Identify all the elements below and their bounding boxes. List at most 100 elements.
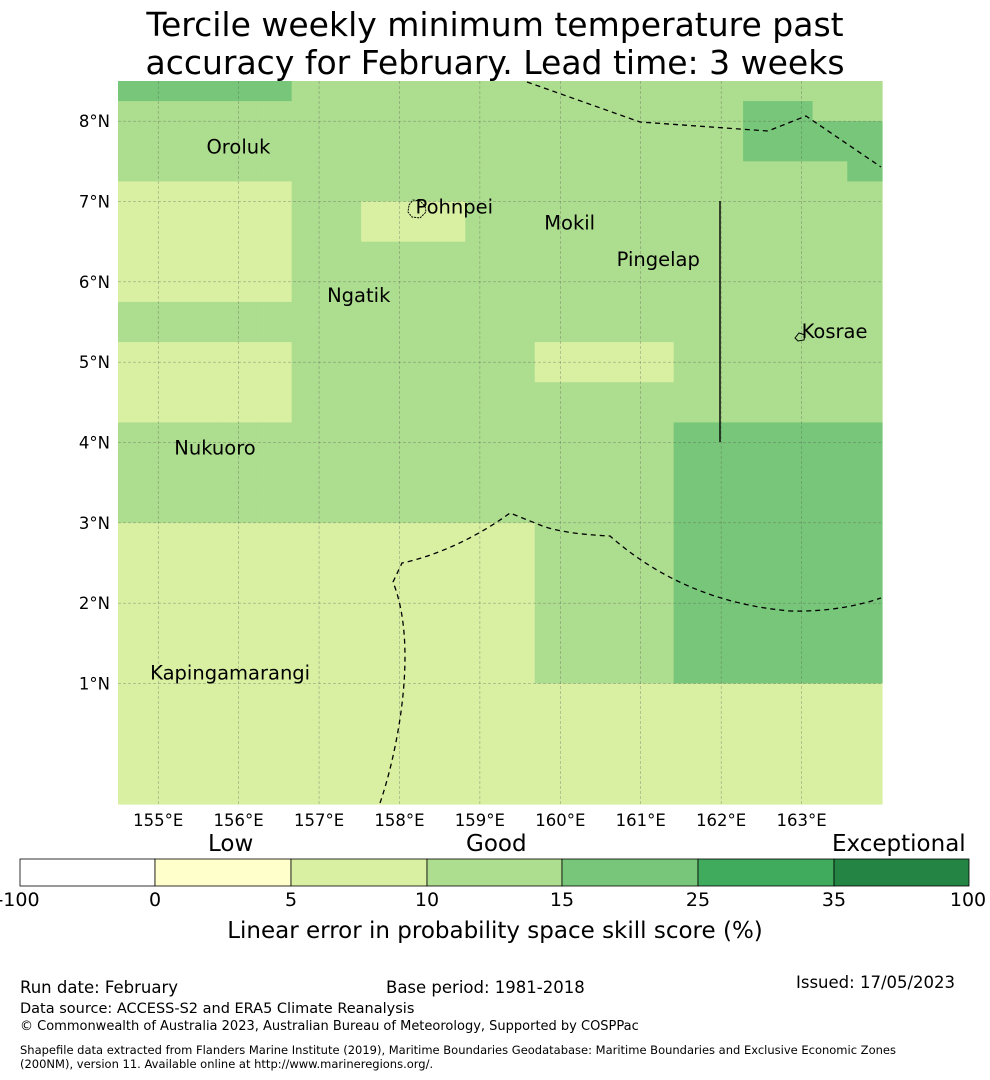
grid-cell (847, 342, 883, 363)
grid-cell (777, 161, 814, 183)
grid-cell (777, 623, 814, 644)
grid-cell (743, 563, 779, 584)
grid-cell (604, 261, 640, 283)
grid-cell (534, 502, 571, 524)
grid-cell (673, 603, 709, 624)
grid-cell (291, 743, 327, 765)
grid-cell (500, 161, 536, 183)
grid-cell (534, 743, 571, 765)
grid-cell (604, 81, 640, 102)
grid-cell (395, 101, 432, 122)
grid-cell (222, 322, 258, 343)
grid-cell (569, 663, 605, 685)
grid-cell (256, 382, 293, 403)
grid-cell (500, 261, 536, 283)
grid-cell (395, 201, 432, 223)
grid-cell (152, 422, 189, 444)
colorbar (19, 858, 970, 887)
colorbar-tick: 0 (148, 889, 162, 911)
grid-cell (708, 783, 744, 805)
grid-cell (222, 342, 258, 363)
grid-cell (326, 522, 362, 544)
grid-cell (812, 723, 848, 745)
grid-cell (500, 643, 536, 665)
grid-cell (465, 703, 501, 725)
grid-cell (500, 783, 536, 805)
grid-cell (465, 81, 501, 102)
grid-cell (187, 442, 223, 464)
grid-cell (847, 422, 883, 444)
grid-cell (743, 542, 779, 564)
grid-cell (256, 362, 293, 383)
grid-cell (812, 763, 848, 785)
grid-cell (291, 181, 327, 203)
grid-cell (638, 643, 675, 665)
grid-cell (708, 322, 744, 343)
grid-cell (638, 542, 675, 564)
grid-cell (118, 342, 154, 363)
grid-cell (465, 643, 501, 665)
grid-cell (569, 743, 605, 765)
grid-cell (222, 743, 258, 765)
grid-cell (361, 442, 397, 464)
grid-cell (222, 663, 258, 685)
colorbar-tick: 35 (821, 889, 847, 911)
grid-cell (152, 723, 189, 745)
data-source: Data source: ACCESS-S2 and ERA5 Climate … (20, 1001, 415, 1017)
grid-cell (569, 783, 605, 805)
grid-cell (673, 583, 709, 604)
grid-cell (291, 422, 327, 444)
grid-cell (743, 402, 779, 424)
grid-cell (777, 141, 814, 162)
grid-cell (395, 603, 432, 624)
grid-cell (395, 683, 432, 705)
grid-cell (847, 703, 883, 725)
grid-cell (152, 522, 189, 544)
grid-cell (256, 422, 293, 444)
grid-cell (534, 422, 571, 444)
grid-cell (534, 763, 571, 785)
grid-cell (812, 101, 848, 122)
grid-cell (222, 502, 258, 524)
grid-cell (187, 101, 223, 122)
grid-cell (777, 763, 814, 785)
grid-cell (152, 462, 189, 484)
grid-cell (326, 402, 362, 424)
grid-cell (777, 663, 814, 685)
grid-cell (638, 362, 675, 383)
grid-cell (430, 141, 466, 162)
grid-cell (256, 522, 293, 544)
grid-cell (395, 241, 432, 263)
grid-cell (569, 502, 605, 524)
grid-cell (638, 563, 675, 584)
grid-cell (673, 402, 709, 424)
grid-cell (604, 362, 640, 383)
grid-cell (708, 542, 744, 564)
grid-cell (534, 301, 571, 323)
grid-cell (187, 81, 223, 102)
grid-cell (430, 121, 466, 142)
grid-cell (187, 502, 223, 524)
colorbar-label: Linear error in probability space skill … (227, 918, 763, 944)
grid-cell (465, 241, 501, 263)
grid-cell (708, 281, 744, 303)
grid-cell (569, 563, 605, 584)
grid-cell (361, 563, 397, 584)
grid-cell (638, 603, 675, 624)
grid-cell (187, 763, 223, 785)
grid-cell (361, 201, 397, 223)
grid-cell (500, 81, 536, 102)
grid-cell (743, 743, 779, 765)
colorbar-tick: 10 (414, 889, 440, 911)
grid-cell (465, 281, 501, 303)
grid-cell (777, 442, 814, 464)
grid-cell (500, 402, 536, 424)
grid-cell (187, 663, 223, 685)
grid-cell (534, 482, 571, 504)
grid-cell (152, 101, 189, 122)
map-title: Tercile weekly minimum temperature past … (0, 6, 990, 82)
grid-cell (777, 221, 814, 243)
grid-cell (638, 663, 675, 685)
grid-cell (569, 603, 605, 624)
grid-cell (743, 141, 779, 162)
